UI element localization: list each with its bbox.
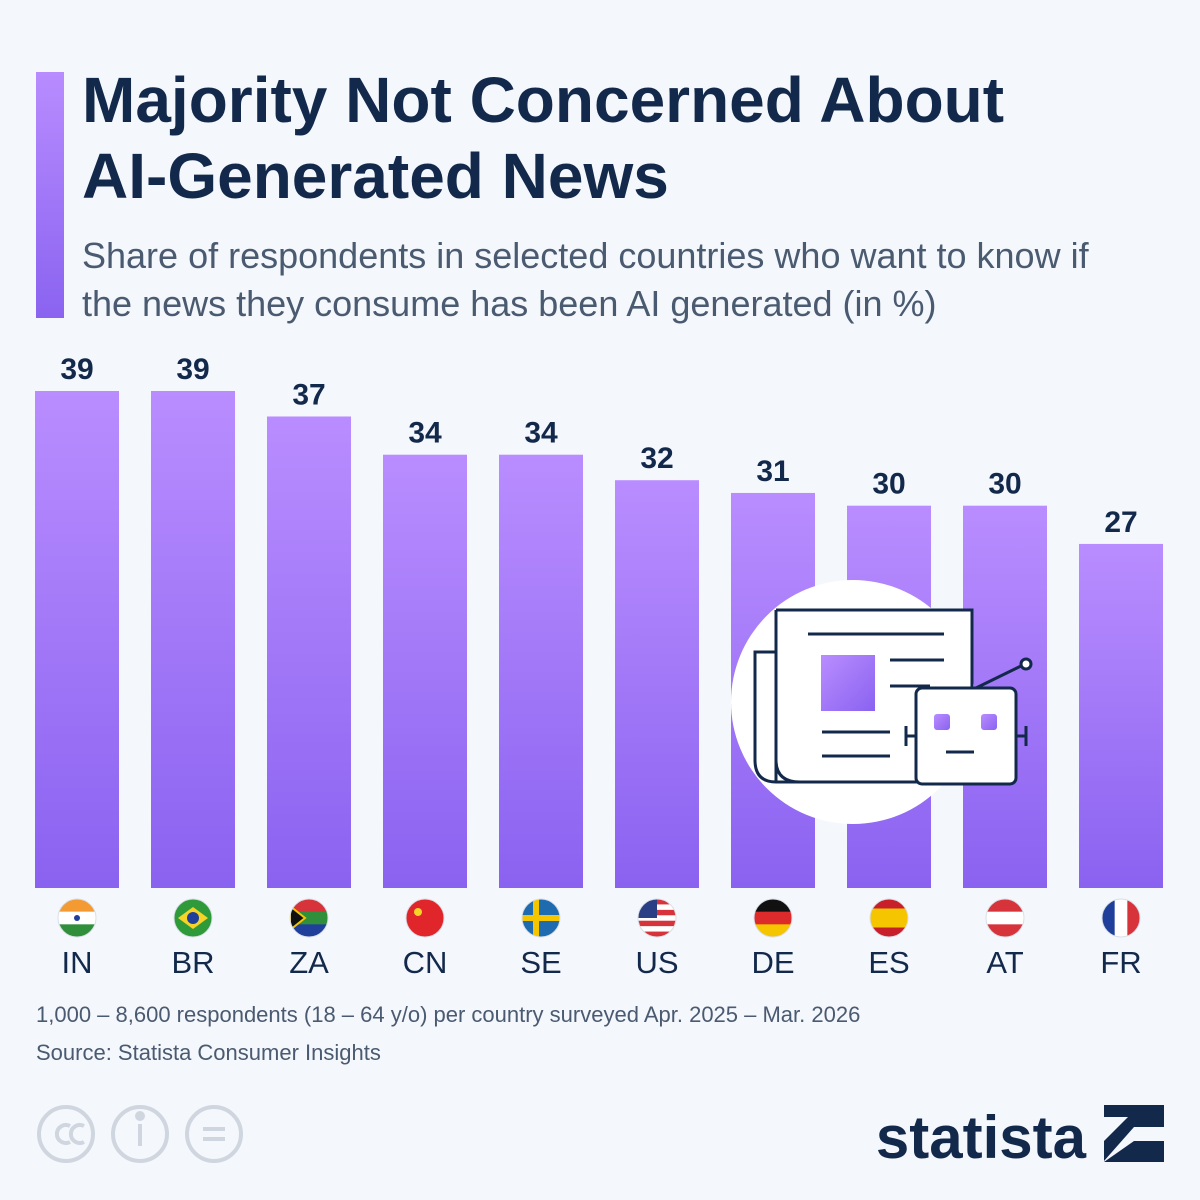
x-tick-label: ZA [289, 945, 329, 980]
nd-icon [185, 1105, 243, 1163]
illustration [731, 580, 1033, 824]
flag-outline [173, 898, 213, 938]
flag [290, 899, 328, 937]
flag [1102, 899, 1140, 937]
flag-stripe [638, 931, 676, 937]
flag [870, 899, 908, 937]
chart-subtitle: Share of respondents in selected countri… [82, 235, 1089, 324]
flag [522, 899, 560, 937]
flag-outline [289, 898, 329, 938]
flag-stripe [290, 924, 328, 937]
flag-stripe [870, 908, 908, 919]
bar [499, 454, 583, 888]
flag-dot [414, 908, 422, 916]
flag [406, 899, 444, 937]
bar [383, 454, 467, 888]
bars [35, 391, 1163, 888]
flag-outline [637, 898, 677, 938]
flag-stripe [290, 899, 328, 913]
footnote: 1,000 – 8,600 respondents (18 – 64 y/o) … [36, 1002, 860, 1027]
value-label: 30 [872, 468, 905, 501]
bar [267, 416, 351, 888]
flag-dot [74, 915, 80, 921]
flag-outline [985, 898, 1025, 938]
accent-bar [36, 72, 64, 318]
x-tick-label: US [635, 945, 678, 980]
flag-stripe [1127, 899, 1140, 937]
flag-stripe [754, 911, 792, 925]
flag [58, 899, 96, 937]
robot-eye [934, 714, 950, 730]
newspaper-fold [753, 610, 801, 784]
source: Source: Statista Consumer Insights [36, 1040, 381, 1065]
chart-title: Majority Not Concerned About AI-Generate… [82, 64, 1005, 212]
flag-outline [869, 898, 909, 938]
x-tick-label: SE [520, 945, 561, 980]
flag-stripe [638, 926, 676, 933]
x-tick-label: FR [1100, 945, 1141, 980]
x-tick-label: BR [171, 945, 214, 980]
flag-stripe [870, 918, 908, 928]
flag-stripe [754, 899, 792, 913]
license-icons [37, 1105, 243, 1163]
flag [174, 899, 212, 937]
value-label: 27 [1104, 506, 1137, 539]
robot-eye [981, 714, 997, 730]
value-label: 34 [524, 417, 558, 450]
flag-triangle [290, 903, 307, 933]
flag-stripe [870, 899, 908, 909]
newspaper-lines [808, 632, 944, 758]
flag-cross [522, 915, 560, 921]
flag-stripe [58, 899, 96, 913]
flag [986, 899, 1024, 937]
cc-icon [37, 1105, 95, 1163]
flag-stripe [58, 924, 96, 937]
flag-outline [521, 898, 561, 938]
robot-lines [904, 662, 1028, 754]
flag-stripe [986, 911, 1024, 925]
flag-stripe [638, 920, 676, 927]
value-label: 39 [60, 353, 93, 386]
icon-glyphs [54, 1123, 225, 1146]
x-tick-label: ES [868, 945, 909, 980]
value-label: 34 [408, 417, 442, 450]
flag-stripe [870, 927, 908, 937]
flag-outline [753, 898, 793, 938]
flag-stripe [638, 915, 676, 922]
robot-antenna [1019, 657, 1033, 671]
bar [1079, 543, 1163, 888]
brand: statista [876, 1104, 1087, 1171]
bar [151, 391, 235, 888]
by-icon [111, 1105, 169, 1163]
flag-stripe [986, 924, 1024, 937]
flag-stripe [1102, 899, 1116, 937]
flag [754, 899, 792, 937]
value-label: 30 [988, 468, 1021, 501]
value-label: 32 [640, 442, 673, 475]
value-label: 37 [292, 378, 325, 411]
icon-dot [135, 1111, 145, 1121]
x-tick-label: AT [986, 945, 1023, 980]
flag-stripe [986, 899, 1024, 913]
flag-stripe [1114, 899, 1128, 937]
flag-outline [405, 898, 445, 938]
x-tick-label: IN [62, 945, 93, 980]
x-tick-label: CN [403, 945, 448, 980]
x-tick-label: DE [751, 945, 794, 980]
flag-dot [187, 912, 199, 924]
value-label: 31 [756, 455, 789, 488]
value-label: 39 [176, 353, 209, 386]
flag-outline [57, 898, 97, 938]
brand-mark [1104, 1105, 1164, 1162]
bar [615, 480, 699, 888]
flag-stripe [406, 899, 444, 937]
flag-stripe [754, 924, 792, 937]
newspaper-image [821, 655, 875, 711]
robot-head [914, 686, 1018, 786]
flag-outline [1101, 898, 1141, 938]
bar [35, 391, 119, 888]
